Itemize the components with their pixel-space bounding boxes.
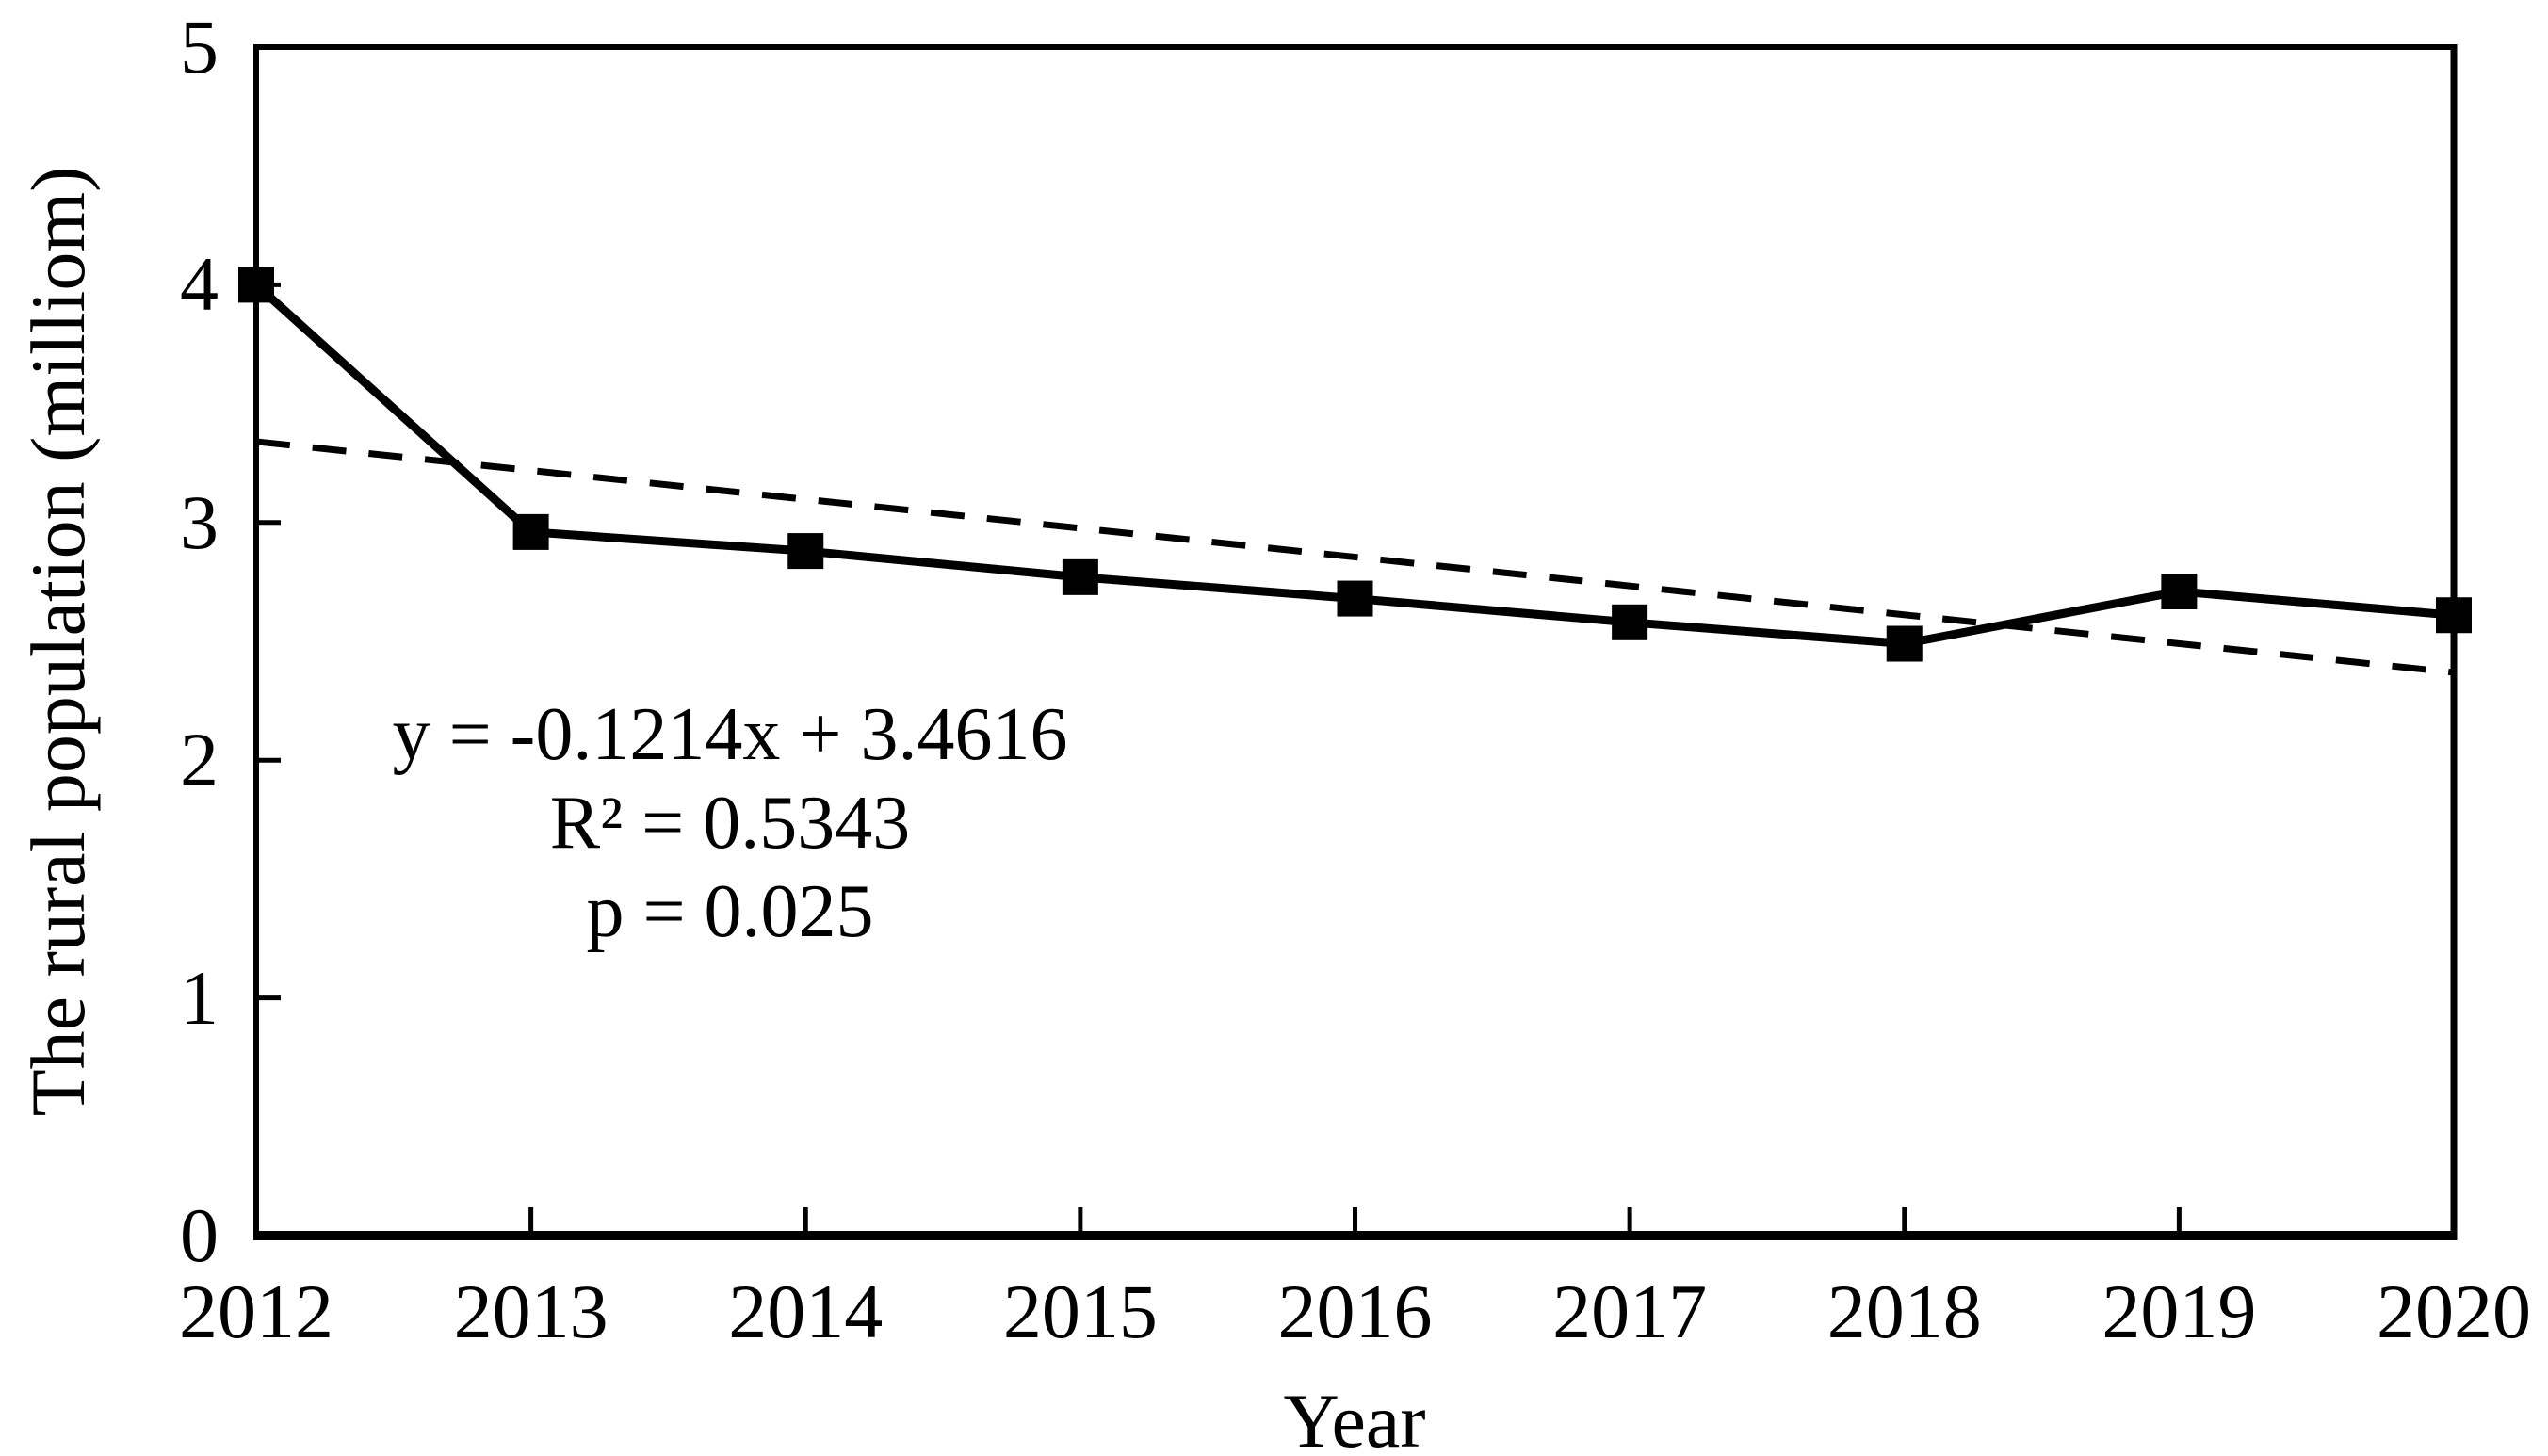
- r-squared-value: R² = 0.5343: [549, 782, 911, 865]
- y-tick-label-3: 3: [180, 478, 219, 565]
- y-tick-label-5: 5: [180, 4, 219, 89]
- data-point-marker-2014: [787, 533, 824, 570]
- data-point-marker-2020: [2436, 597, 2472, 634]
- x-tick-label-2016: 2016: [1277, 1269, 1433, 1354]
- trendline-annotation: y = -0.1214x + 3.4616 R² = 0.5343 p = 0.…: [393, 690, 1068, 956]
- data-point-marker-2012: [238, 267, 274, 303]
- x-tick-label-2019: 2019: [2102, 1269, 2257, 1354]
- x-tick-label-2018: 2018: [1826, 1269, 1982, 1354]
- y-tick-label-4: 4: [180, 241, 219, 328]
- trendline-equation: y = -0.1214x + 3.4616: [392, 693, 1068, 776]
- y-tick-label-1: 1: [180, 954, 219, 1041]
- x-tick-label-2012: 2012: [179, 1269, 333, 1354]
- data-point-marker-2015: [1062, 558, 1098, 595]
- x-tick-label-2015: 2015: [1002, 1269, 1158, 1354]
- data-point-marker-2013: [512, 513, 549, 550]
- y-tick-label-0: 0: [180, 1192, 219, 1278]
- data-point-marker-2018: [1886, 625, 1923, 662]
- x-tick-label-2017: 2017: [1552, 1269, 1708, 1354]
- x-tick-label-2014: 2014: [728, 1269, 884, 1354]
- data-point-marker-2017: [1612, 604, 1648, 640]
- x-axis-title: Year: [1283, 1378, 1426, 1456]
- data-point-marker-2016: [1337, 580, 1373, 617]
- trendline: [255, 438, 2455, 676]
- data-point-marker-2019: [2161, 573, 2198, 609]
- x-tick-label-2020: 2020: [2377, 1269, 2531, 1354]
- x-tick-label-2013: 2013: [453, 1269, 609, 1354]
- p-value: p = 0.025: [586, 870, 874, 953]
- y-tick-label-2: 2: [180, 717, 219, 803]
